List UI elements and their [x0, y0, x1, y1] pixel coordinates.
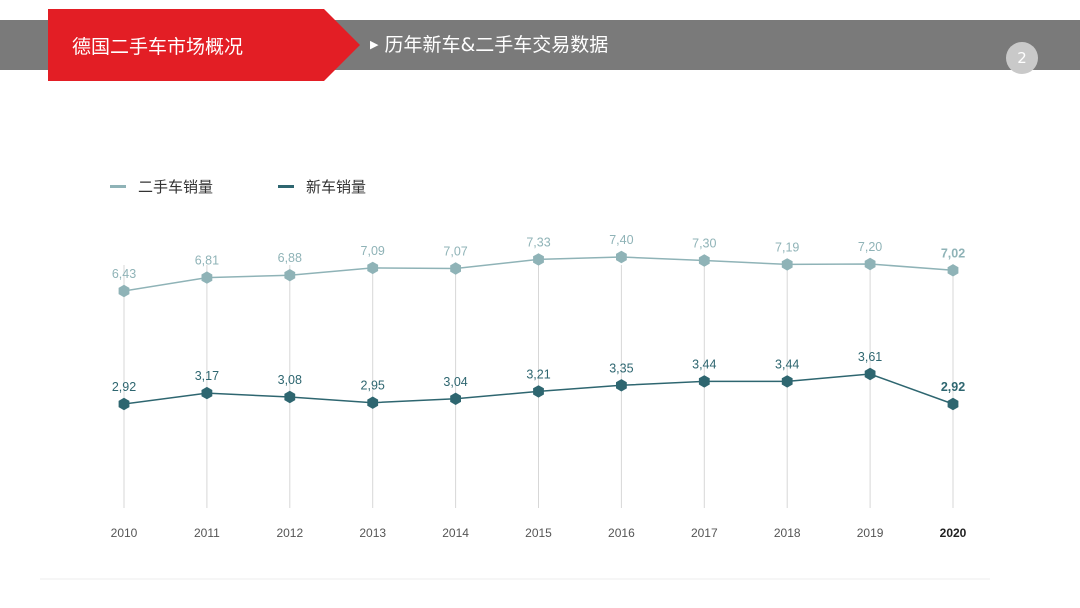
x-tick-label-2017: 2017 — [691, 526, 718, 540]
data-point-new-2018 — [781, 375, 793, 388]
subtitle-text: 历年新车&二手车交易数据 — [384, 34, 609, 56]
data-point-new-2014 — [450, 392, 461, 405]
triangle-bullet-icon: ▶ — [370, 38, 379, 51]
legend-item-new-cars: 新车销量 — [278, 176, 366, 196]
data-label-new-2018: 3,44 — [775, 357, 799, 371]
data-point-new-2020 — [947, 397, 959, 411]
data-label-used-2018: 7,19 — [775, 240, 799, 254]
legend-label-used: 二手车销量 — [138, 177, 214, 196]
legend-swatch-used — [110, 184, 126, 188]
data-label-new-2012: 3,08 — [278, 373, 302, 387]
legend-swatch-new — [278, 184, 294, 188]
data-point-new-2010 — [118, 397, 130, 411]
x-tick-label-2010: 2010 — [111, 526, 138, 540]
x-tick-label-2014: 2014 — [442, 526, 469, 540]
data-point-new-2015 — [533, 385, 544, 398]
data-label-used-2015: 7,33 — [526, 235, 550, 249]
data-point-used-2011 — [201, 271, 213, 284]
data-label-new-2016: 3,35 — [609, 361, 633, 375]
data-label-new-2010: 2,92 — [112, 380, 136, 394]
data-point-used-2015 — [533, 253, 544, 266]
data-label-new-2015: 3,21 — [526, 367, 550, 381]
data-point-used-2016 — [616, 250, 627, 264]
x-tick-label-2012: 2012 — [276, 526, 303, 540]
data-label-new-2020: 2,92 — [941, 380, 965, 394]
data-label-new-2019: 3,61 — [858, 350, 882, 364]
data-label-used-2019: 7,20 — [858, 240, 882, 254]
section-title: 德国二手车市场概况 — [72, 36, 244, 58]
data-label-new-2014: 3,04 — [443, 375, 467, 389]
data-point-new-2011 — [201, 386, 213, 400]
data-point-used-2012 — [284, 269, 296, 282]
data-point-new-2019 — [864, 367, 876, 381]
data-label-used-2011: 6,81 — [195, 254, 219, 268]
data-point-used-2020 — [947, 264, 959, 277]
data-label-new-2017: 3,44 — [692, 357, 716, 371]
legend-label-new: 新车销量 — [306, 177, 367, 196]
x-tick-label-2016: 2016 — [608, 526, 635, 540]
x-tick-label-2019: 2019 — [857, 526, 884, 540]
x-tick-label-2011: 2011 — [194, 526, 220, 540]
page-number-badge: 2 — [1006, 42, 1038, 74]
data-point-used-2017 — [698, 254, 710, 267]
data-label-new-2013: 2,95 — [361, 379, 385, 393]
data-point-new-2017 — [698, 375, 710, 388]
x-tick-label-2013: 2013 — [359, 526, 386, 540]
x-tick-label-2020: 2020 — [940, 526, 967, 540]
data-label-used-2012: 6,88 — [278, 251, 302, 265]
data-point-used-2013 — [367, 261, 379, 275]
data-label-new-2011: 3,17 — [195, 369, 219, 383]
data-label-used-2020: 7,02 — [941, 246, 965, 260]
data-point-new-2016 — [616, 379, 627, 392]
data-point-new-2013 — [367, 396, 379, 409]
x-tick-label-2015: 2015 — [525, 526, 552, 540]
data-label-used-2010: 6,43 — [112, 267, 136, 281]
data-label-used-2017: 7,30 — [692, 237, 716, 251]
data-point-used-2018 — [781, 258, 793, 271]
slide-subtitle: ▶ 历年新车&二手车交易数据 — [370, 33, 608, 57]
data-point-new-2012 — [284, 390, 296, 404]
data-label-used-2013: 7,09 — [361, 244, 385, 258]
x-tick-label-2018: 2018 — [774, 526, 801, 540]
data-label-used-2014: 7,07 — [443, 245, 467, 259]
data-point-used-2014 — [450, 262, 461, 275]
data-point-used-2019 — [864, 257, 876, 271]
data-point-used-2010 — [118, 284, 130, 298]
legend-item-used-cars: 二手车销量 — [110, 176, 213, 196]
data-label-used-2016: 7,40 — [609, 233, 633, 247]
section-tab — [48, 9, 360, 81]
